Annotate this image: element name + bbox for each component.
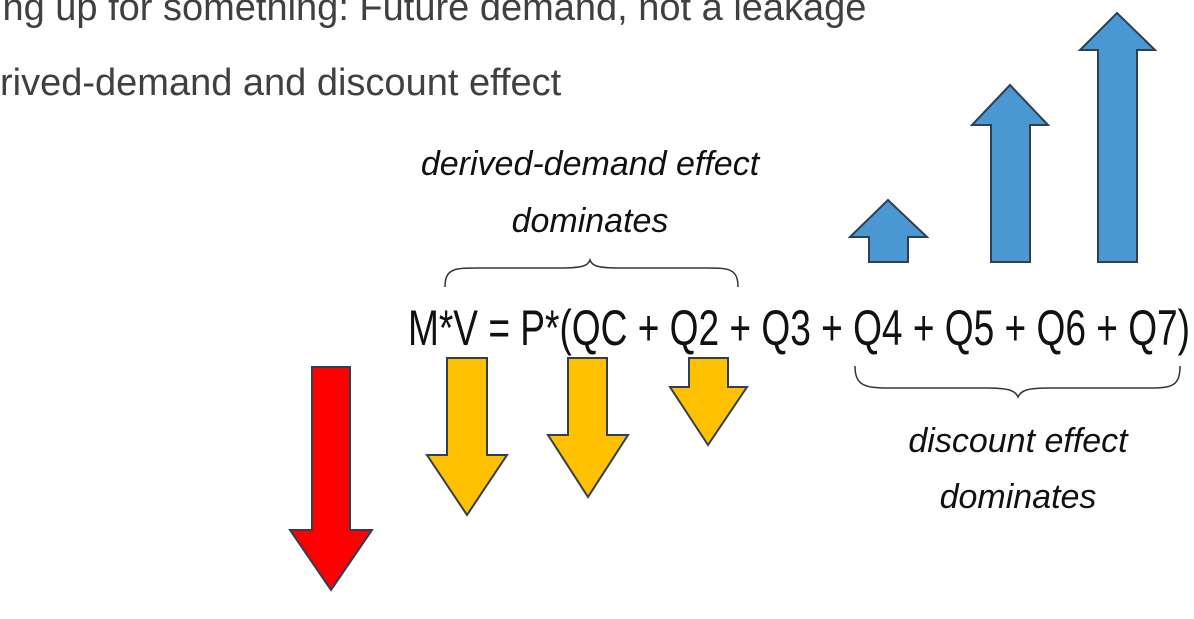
lower-label: dominates	[940, 478, 1097, 516]
lower-brace	[854, 365, 1181, 399]
title-line: ing up for something: Future demand, not…	[0, 0, 866, 29]
lower-label: discount effect	[908, 422, 1129, 460]
down-arrow	[668, 357, 749, 447]
up-arrow	[969, 83, 1051, 263]
down-arrow	[288, 366, 374, 592]
down-arrow	[546, 357, 630, 499]
upper-label: dominates	[512, 202, 669, 240]
equation: M*V = P*(QC + Q2 + Q3 + Q4 + Q5 + Q6 + Q…	[408, 300, 1190, 356]
up-arrow	[1077, 11, 1158, 263]
upper-brace	[444, 257, 739, 288]
upper-label: derived-demand effect	[421, 145, 761, 183]
down-arrow	[425, 357, 509, 517]
title-line: rived-demand and discount effect	[0, 62, 562, 104]
up-arrow	[847, 198, 930, 263]
